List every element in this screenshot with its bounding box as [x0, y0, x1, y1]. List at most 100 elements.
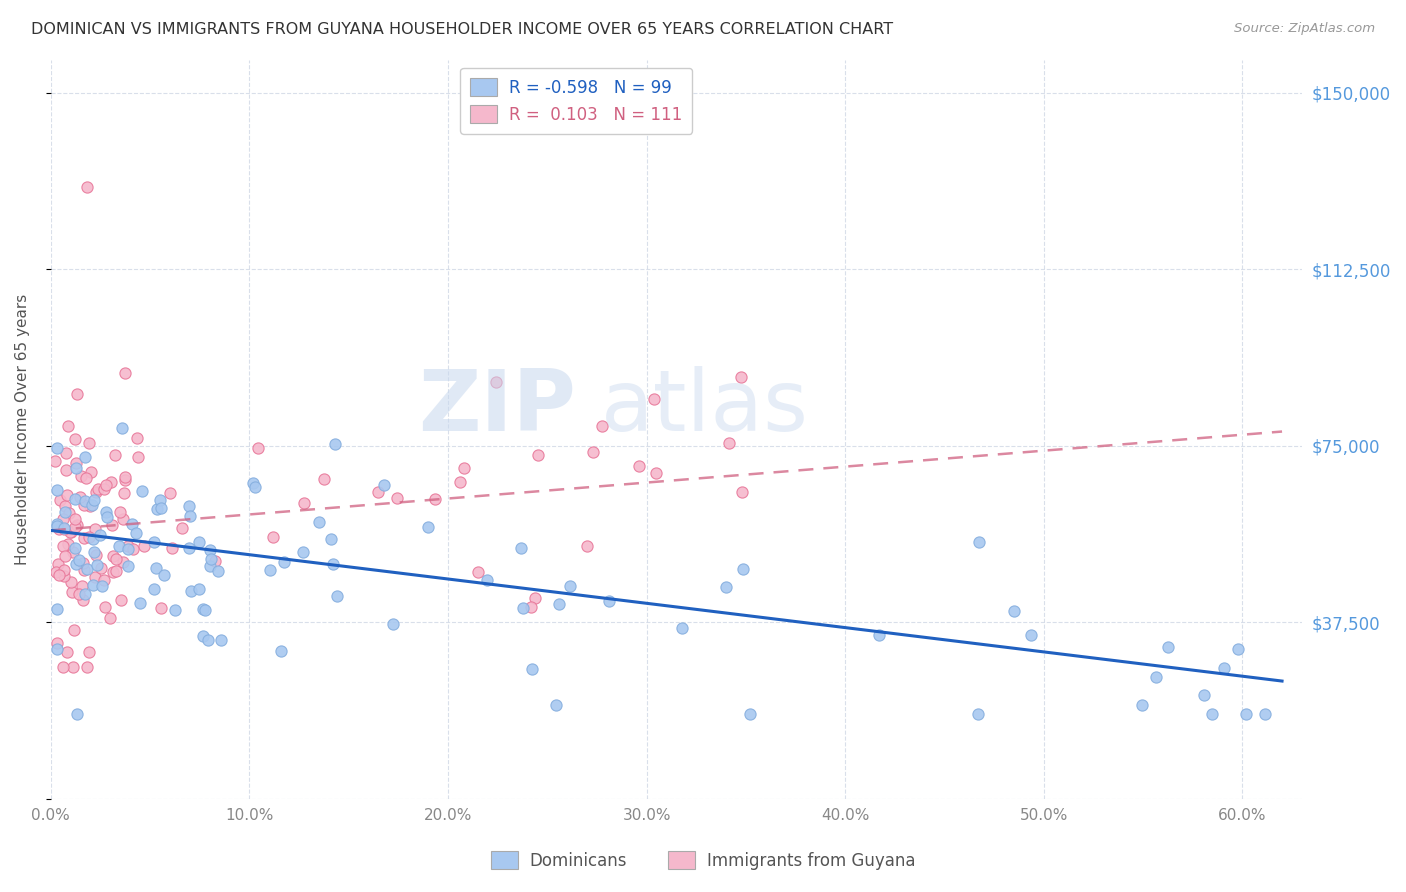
Point: [576, 539, 599, 553]
Point: [714, 580, 737, 594]
Point: [73, 563, 96, 577]
Point: [103, 565, 125, 579]
Point: [69, 469, 91, 483]
Point: [165, 603, 187, 617]
Point: [82, 498, 104, 512]
Point: [598, 593, 620, 607]
Point: [969, 535, 991, 549]
Point: [193, 602, 215, 616]
Point: [121, 517, 143, 532]
Point: [194, 603, 217, 617]
Point: [150, 601, 173, 615]
Point: [45, 516, 67, 531]
Point: [53, 563, 76, 577]
Point: [485, 376, 508, 390]
Point: [59, 524, 82, 539]
Point: [83, 545, 105, 559]
Point: [58, 506, 80, 520]
Point: [160, 541, 183, 556]
Point: [45, 636, 67, 650]
Point: [45, 519, 67, 533]
Point: [382, 617, 405, 632]
Point: [52, 660, 75, 674]
Point: [326, 589, 349, 603]
Point: [75, 450, 97, 465]
Point: [246, 441, 269, 455]
Point: [104, 564, 127, 578]
Point: [117, 558, 139, 573]
Point: [46, 558, 69, 572]
Point: [84, 484, 107, 499]
Point: [643, 392, 665, 407]
Point: [967, 706, 990, 721]
Point: [134, 539, 156, 553]
Y-axis label: Householder Income Over 65 years: Householder Income Over 65 years: [15, 293, 30, 565]
Point: [65, 541, 87, 556]
Point: [671, 621, 693, 635]
Point: [44, 454, 66, 468]
Point: [82, 578, 104, 592]
Point: [259, 563, 281, 577]
Point: [60, 524, 83, 539]
Point: [129, 596, 152, 610]
Point: [45, 441, 67, 455]
Point: [56, 537, 79, 551]
Point: [104, 448, 127, 462]
Point: [73, 531, 96, 545]
Point: [62, 623, 84, 637]
Point: [52, 512, 75, 526]
Point: [52, 539, 75, 553]
Point: [67, 553, 90, 567]
Point: [416, 520, 439, 534]
Point: [193, 629, 215, 643]
Point: [112, 512, 135, 526]
Point: [72, 593, 94, 607]
Point: [314, 473, 336, 487]
Point: [45, 641, 67, 656]
Point: [149, 493, 172, 508]
Point: [45, 601, 67, 615]
Point: [308, 515, 330, 529]
Legend: Dominicans, Immigrants from Guyana: Dominicans, Immigrants from Guyana: [484, 845, 922, 877]
Point: [159, 486, 181, 500]
Point: [142, 582, 165, 596]
Point: [53, 569, 76, 583]
Point: [67, 587, 90, 601]
Point: [204, 554, 226, 568]
Point: [65, 387, 87, 401]
Point: [1254, 706, 1277, 721]
Point: [509, 541, 531, 555]
Point: [1201, 706, 1223, 721]
Point: [56, 488, 79, 502]
Point: [75, 470, 97, 484]
Point: [69, 491, 91, 505]
Point: [628, 458, 651, 473]
Point: [91, 578, 114, 592]
Point: [200, 551, 222, 566]
Point: [53, 499, 76, 513]
Point: [90, 560, 112, 574]
Point: [125, 525, 148, 540]
Point: [93, 573, 115, 587]
Point: [188, 534, 211, 549]
Point: [731, 484, 754, 499]
Point: [718, 436, 741, 450]
Point: [94, 600, 117, 615]
Point: [367, 484, 389, 499]
Point: [1234, 706, 1257, 721]
Point: [520, 662, 543, 676]
Point: [76, 562, 98, 576]
Point: [53, 505, 76, 519]
Point: [449, 475, 471, 489]
Point: [177, 541, 200, 555]
Point: [385, 491, 408, 506]
Point: [65, 461, 87, 475]
Point: [242, 476, 264, 491]
Point: [453, 460, 475, 475]
Point: [127, 450, 149, 465]
Point: [63, 491, 86, 506]
Point: [93, 483, 115, 497]
Point: [63, 433, 86, 447]
Point: [1212, 661, 1234, 675]
Point: [143, 535, 166, 549]
